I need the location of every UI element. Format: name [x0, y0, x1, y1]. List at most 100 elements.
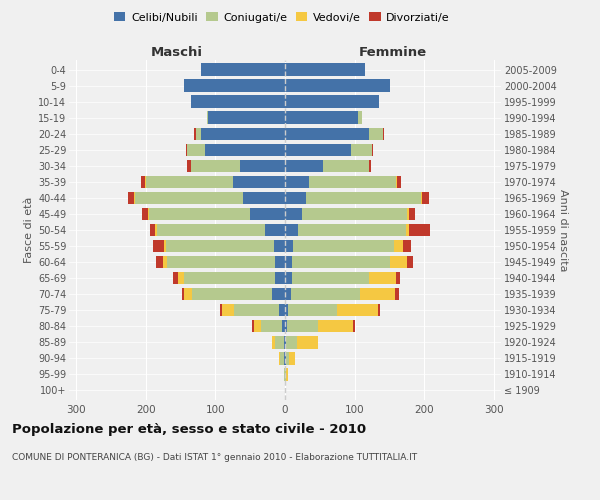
Bar — [182, 288, 184, 300]
Bar — [135, 192, 243, 204]
Bar — [186, 144, 187, 156]
Bar — [163, 256, 167, 268]
Bar — [285, 128, 368, 140]
Bar — [318, 336, 319, 348]
Bar — [150, 224, 155, 236]
Bar — [285, 240, 293, 252]
Text: Femmine: Femmine — [359, 46, 427, 59]
Bar — [275, 272, 285, 284]
Bar — [383, 128, 384, 140]
Bar — [407, 256, 413, 268]
Bar — [155, 224, 157, 236]
Bar — [285, 304, 288, 316]
Text: Maschi: Maschi — [151, 46, 203, 59]
Bar — [397, 272, 400, 284]
Bar — [421, 192, 422, 204]
Bar — [145, 176, 146, 188]
Bar — [285, 272, 292, 284]
Text: COMUNE DI PONTERANICA (BG) - Dati ISTAT 1° gennaio 2010 - Elaborazione TUTTITALI: COMUNE DI PONTERANICA (BG) - Dati ISTAT … — [12, 452, 417, 462]
Bar — [290, 288, 360, 300]
Bar — [280, 304, 285, 316]
Bar — [285, 256, 292, 268]
Bar — [285, 208, 302, 220]
Bar — [389, 256, 407, 268]
Bar — [191, 160, 240, 172]
Legend: Celibi/Nubili, Coniugati/e, Vedovi/e, Divorziati/e: Celibi/Nubili, Coniugati/e, Vedovi/e, Di… — [110, 8, 454, 27]
Y-axis label: Anni di nascita: Anni di nascita — [558, 188, 568, 271]
Bar — [285, 176, 310, 188]
Bar — [286, 352, 289, 364]
Bar — [397, 176, 401, 188]
Bar — [297, 336, 318, 348]
Bar — [353, 320, 355, 332]
Bar — [298, 224, 406, 236]
Bar — [351, 144, 372, 156]
Bar — [319, 320, 353, 332]
Bar — [196, 128, 202, 140]
Bar — [379, 304, 380, 316]
Bar — [310, 176, 397, 188]
Bar — [372, 144, 373, 156]
Bar — [173, 272, 178, 284]
Bar — [285, 192, 306, 204]
Bar — [184, 272, 275, 284]
Bar — [234, 304, 280, 316]
Bar — [254, 320, 260, 332]
Bar — [293, 240, 394, 252]
Bar — [409, 208, 415, 220]
Bar — [208, 112, 285, 124]
Bar — [134, 192, 135, 204]
Bar — [194, 128, 196, 140]
Bar — [167, 256, 275, 268]
Bar — [142, 208, 148, 220]
Bar — [285, 80, 389, 92]
Bar — [285, 320, 287, 332]
Bar — [394, 240, 403, 252]
Bar — [284, 352, 285, 364]
Bar — [323, 160, 368, 172]
Bar — [184, 288, 193, 300]
Bar — [272, 336, 275, 348]
Bar — [302, 208, 407, 220]
Bar — [154, 240, 164, 252]
Bar — [272, 288, 285, 300]
Bar — [285, 64, 365, 76]
Bar — [191, 96, 285, 108]
Bar — [157, 224, 265, 236]
Bar — [285, 96, 379, 108]
Bar — [178, 272, 184, 284]
Bar — [285, 352, 286, 364]
Bar — [285, 160, 323, 172]
Bar — [292, 256, 389, 268]
Bar — [202, 128, 285, 140]
Bar — [142, 176, 145, 188]
Bar — [166, 240, 274, 252]
Bar — [202, 64, 285, 76]
Bar — [368, 160, 371, 172]
Bar — [148, 208, 149, 220]
Bar — [260, 320, 281, 332]
Bar — [395, 288, 398, 300]
Bar — [292, 272, 368, 284]
Bar — [243, 192, 285, 204]
Bar — [284, 368, 285, 380]
Bar — [289, 352, 295, 364]
Bar — [286, 336, 297, 348]
Bar — [146, 176, 233, 188]
Bar — [360, 288, 395, 300]
Bar — [187, 144, 205, 156]
Bar — [265, 224, 285, 236]
Bar — [422, 192, 429, 204]
Bar — [128, 192, 134, 204]
Bar — [406, 224, 409, 236]
Bar — [285, 224, 298, 236]
Bar — [275, 256, 285, 268]
Bar — [250, 208, 285, 220]
Bar — [207, 112, 208, 124]
Bar — [287, 320, 319, 332]
Bar — [240, 160, 285, 172]
Bar — [184, 80, 285, 92]
Bar — [187, 160, 191, 172]
Bar — [279, 352, 280, 364]
Bar — [285, 112, 358, 124]
